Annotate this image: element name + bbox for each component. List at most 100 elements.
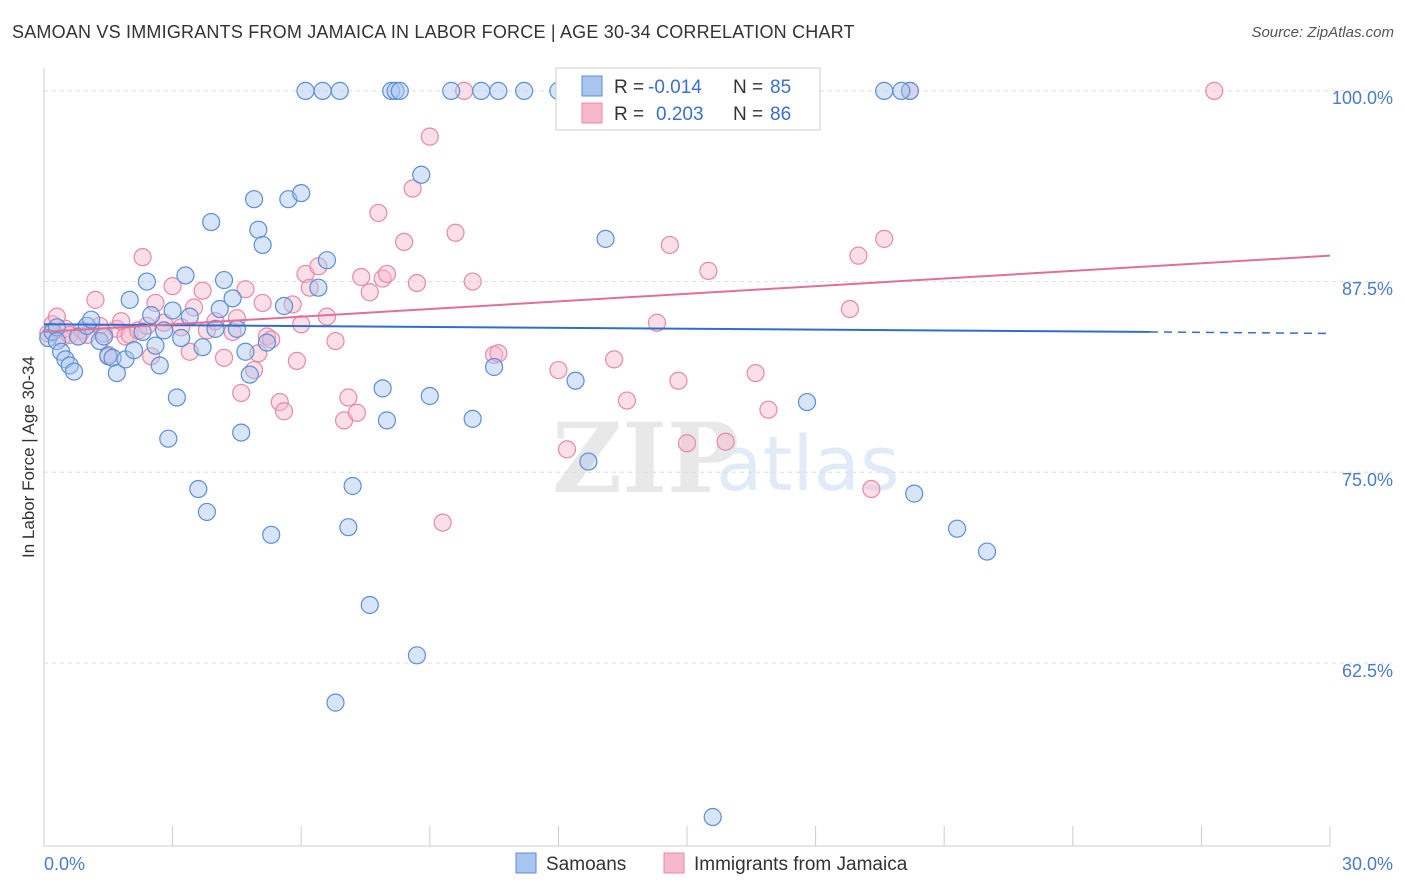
y-tick-label-100: 100.0%: [1332, 88, 1393, 108]
samoans-point-69: [463, 409, 482, 428]
x-tick-label-min: 0.0%: [44, 854, 85, 874]
jamaica-point-72: [647, 313, 667, 332]
samoans-point-50: [292, 183, 311, 203]
jamaica-point-48: [317, 307, 337, 326]
samoans-point-10: [82, 310, 101, 329]
samoans-point-66: [412, 165, 431, 184]
samoans-point-15: [107, 363, 126, 383]
legend-swatch-jamaica: [663, 852, 685, 874]
y-tick-label-62-5: 62.5%: [1342, 661, 1393, 681]
jamaica-point-44: [292, 315, 311, 334]
jamaica-point-49: [326, 331, 345, 351]
trend-line-samoans-extension: [1149, 331, 1331, 335]
jamaica-point-74: [669, 371, 688, 390]
samoans-point-79: [703, 807, 722, 827]
jamaica-point-62: [433, 513, 452, 532]
legend: Samoans Immigrants from Jamaica: [515, 852, 908, 875]
source-credit: Source: ZipAtlas.com: [1251, 24, 1394, 41]
jamaica-point-33: [232, 383, 251, 403]
jamaica-point-65: [463, 272, 482, 291]
jamaica-point-60: [407, 273, 427, 293]
samoans-point-58: [343, 476, 362, 496]
samoans-point-57: [339, 518, 358, 537]
jamaica-point-85: [1205, 81, 1224, 100]
stats-n-label-samoans: N =: [733, 77, 763, 98]
samoans-point-61: [377, 411, 397, 430]
samoans-point-63: [386, 81, 405, 100]
jamaica-point-77: [716, 432, 735, 451]
samoans-point-20: [137, 272, 156, 291]
jamaica-point-54: [360, 283, 379, 302]
samoans-point-19: [133, 322, 152, 342]
jamaica-point-55: [369, 203, 388, 223]
legend-label-jamaica: Immigrants from Jamaica: [694, 854, 908, 875]
samoans-point-55: [326, 693, 345, 712]
jamaica-point-53: [352, 267, 371, 287]
samoans-point-53: [313, 81, 332, 100]
samoans-point-40: [232, 423, 251, 442]
stats-r-label-jamaica: R =: [614, 104, 644, 125]
samoans-point-28: [172, 328, 191, 348]
samoans-point-81: [875, 81, 894, 100]
samoans-point-83: [905, 484, 924, 503]
samoans-point-85: [977, 542, 997, 561]
samoans-point-77: [596, 229, 615, 248]
trend-line-jamaica: [43, 254, 1331, 333]
trend-line-samoans: [43, 323, 1150, 333]
samoans-point-25: [159, 429, 178, 448]
samoans-point-67: [420, 386, 439, 406]
samoans-point-3: [47, 331, 66, 351]
samoans-point-27: [167, 388, 186, 407]
jamaica-point-76: [699, 261, 718, 280]
stats-n-value-jamaica: 86: [770, 104, 791, 125]
jamaica-point-23: [163, 277, 182, 296]
samoans-point-44: [249, 220, 268, 239]
jamaica-point-75: [677, 434, 697, 453]
legend-label-samoans: Samoans: [546, 854, 626, 875]
legend-swatch-samoans: [515, 852, 537, 874]
samoans-point-36: [210, 299, 229, 319]
jamaica-point-51: [339, 388, 358, 407]
series-jamaica-points: [39, 81, 1224, 532]
stats-swatch-samoans: [581, 75, 603, 97]
trend-lines: [43, 254, 1331, 335]
samoans-point-65: [407, 646, 427, 665]
jamaica-point-26: [184, 298, 204, 317]
samoans-point-38: [223, 289, 242, 308]
jamaica-point-71: [617, 391, 637, 410]
jamaica-point-61: [420, 127, 439, 146]
samoans-point-23: [150, 356, 169, 375]
jamaica-point-82: [862, 479, 881, 499]
y-tick-labels: 100.0% 87.5% 75.0% 62.5%: [1332, 88, 1393, 681]
samoans-point-47: [262, 525, 281, 544]
stats-r-value-samoans: -0.014: [648, 77, 702, 98]
chart-title: SAMOAN VS IMMIGRANTS FROM JAMAICA IN LAB…: [12, 22, 855, 42]
jamaica-point-41: [274, 402, 294, 421]
samoans-point-39: [227, 319, 246, 338]
samoans-point-80: [797, 392, 817, 412]
y-tick-label-87-5: 87.5%: [1342, 279, 1393, 299]
jamaica-point-63: [446, 223, 465, 242]
samoans-point-41: [236, 342, 255, 361]
jamaica-point-67: [489, 344, 508, 363]
samoans-point-45: [253, 235, 272, 255]
samoans-point-76: [579, 452, 598, 471]
stats-n-label-jamaica: N =: [733, 104, 763, 125]
jamaica-point-18: [133, 248, 152, 267]
x-axis-ticks: [172, 826, 1331, 846]
jamaica-point-69: [557, 440, 577, 459]
samoans-point-73: [515, 81, 534, 100]
samoans-point-60: [373, 379, 392, 398]
samoans-point-7: [64, 362, 84, 381]
samoans-point-21: [142, 306, 161, 325]
stats-swatch-jamaica: [581, 102, 603, 124]
samoans-point-71: [485, 357, 504, 377]
jamaica-point-30: [214, 348, 234, 367]
samoans-point-17: [120, 290, 139, 309]
stats-r-value-jamaica: 0.203: [656, 104, 704, 125]
jamaica-point-34: [236, 280, 255, 299]
samoans-point-31: [189, 479, 208, 499]
jamaica-point-81: [849, 246, 868, 265]
jamaica-point-79: [759, 400, 778, 419]
